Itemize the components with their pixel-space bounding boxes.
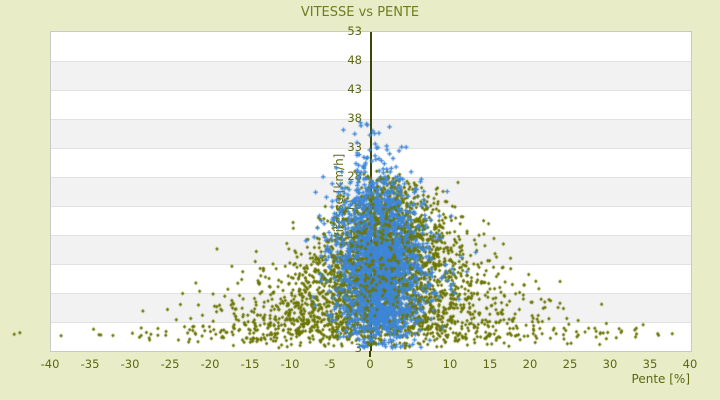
x-axis-title: Pente [%] — [631, 372, 690, 386]
